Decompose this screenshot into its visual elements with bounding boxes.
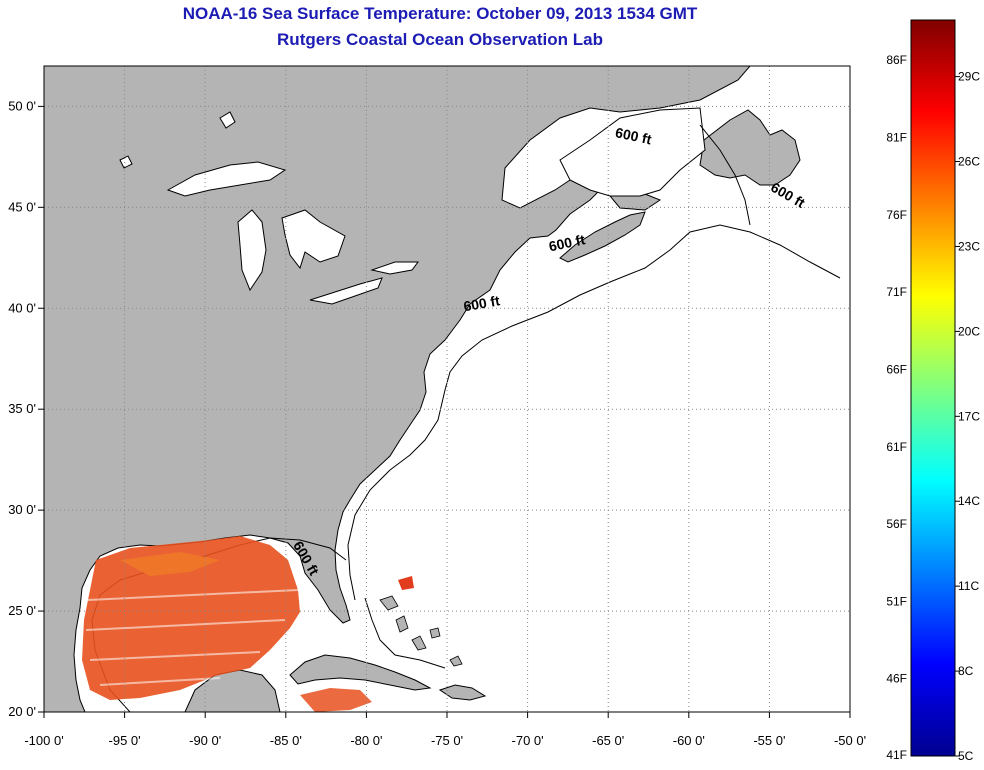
x-axis: -100 0' -95 0' -90 0' -85 0' -80 0' -75 0' -70… [24,712,866,748]
sst-swath-gulf [82,536,300,700]
y-tick-label: 20 0' [8,704,36,719]
x-tick-label: -100 0' [24,733,63,748]
great-lakes [119,111,419,305]
y-tick-label: 25 0' [8,603,36,618]
y-tick-label: 45 0' [8,199,36,214]
contour-label: 600 ft [547,231,586,254]
st-lawrence-gulf [559,107,706,197]
x-tick-label: -50 0' [834,733,866,748]
contour-label: 600 ft [462,292,501,314]
x-tick-label: -55 0' [753,733,785,748]
map-subtitle: Rutgers Coastal Ocean Observation Lab [277,30,603,49]
land-north-america [44,66,751,712]
y-tick-label: 35 0' [8,401,36,416]
x-tick-label: -80 0' [350,733,382,748]
sst-swath-bahamas [398,576,414,590]
x-tick-label: -85 0' [270,733,302,748]
land-cuba [289,654,432,691]
land-yucatan [184,669,281,712]
land-hispaniola [438,684,487,701]
x-tick-label: -70 0' [512,733,544,748]
y-axis: 20 0' 25 0' 30 0' 35 0' 40 0' 45 0' 50 0' [8,98,44,719]
contour-label: 600 ft [614,124,653,147]
y-tick-label: 30 0' [8,502,36,517]
map-title: NOAA-16 Sea Surface Temperature: October… [182,4,698,23]
sst-swath-gaps [85,589,299,686]
x-tick-label: -75 0' [431,733,463,748]
land-nova-scotia [559,211,646,263]
land-newfoundland [699,109,801,186]
x-tick-label: -95 0' [109,733,141,748]
y-tick-label: 50 0' [8,98,36,113]
y-tick-label: 40 0' [8,300,36,315]
bahamas-islands [379,595,463,667]
sst-swath-gulf-light [120,552,220,576]
x-tick-label: -90 0' [189,733,221,748]
x-tick-label: -65 0' [592,733,624,748]
sst-swath-caribbean [300,688,372,712]
x-tick-label: -60 0' [673,733,705,748]
